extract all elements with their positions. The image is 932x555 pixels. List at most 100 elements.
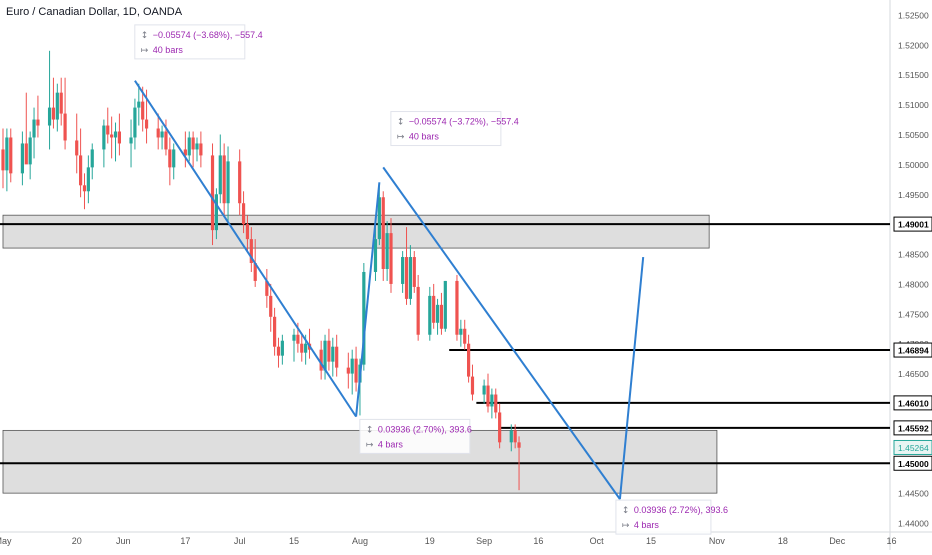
candle-body-50: [273, 316, 277, 347]
measure-label-2: ↕ 0.03936 (2.70%), 393.6 ↦ 4 bars: [359, 418, 472, 454]
candle-body-86: [467, 343, 471, 377]
price-tick-label-0: 1.52500: [898, 10, 929, 20]
candle-body-88: [482, 385, 486, 395]
candle-body-48: [265, 280, 269, 296]
candle-body-72: [389, 233, 393, 284]
candle-body-34: [187, 137, 191, 156]
measure-vertical-icon-3: ↕: [622, 506, 630, 516]
price-tick-label-4: 1.50500: [898, 130, 929, 140]
price-tag-box-16: [893, 439, 932, 455]
candle-body-73: [401, 257, 405, 284]
candle-body-87: [470, 376, 475, 395]
candle-body-23: [129, 137, 133, 144]
candle-body-22: [117, 131, 121, 144]
measure-horizontal-icon-3: ↦: [622, 521, 630, 531]
price-tick-label-2: 1.51500: [898, 70, 929, 80]
trend-line-2: [382, 166, 621, 500]
price-tick-label-6: 1.49500: [898, 190, 929, 200]
candle-body-20: [110, 134, 114, 138]
candle-body-65: [354, 358, 358, 383]
price-tick-label-1: 1.52000: [898, 40, 929, 50]
candle-body-55: [300, 343, 304, 353]
price-tick-label-3: 1.51000: [898, 100, 929, 110]
price-tick-label-15: 1.45592: [898, 423, 929, 433]
candle-body-59: [323, 340, 327, 371]
time-tick-label-12: Nov: [709, 536, 726, 546]
measure-horizontal-icon-1: ↦: [397, 133, 405, 143]
measure-vertical-icon-2: ↕: [366, 425, 374, 435]
price-tick-label-10: 1.47500: [898, 309, 929, 319]
candle-body-54: [296, 334, 300, 344]
time-tick-label-15: 16: [887, 536, 897, 546]
time-tick-label-13: 18: [778, 536, 788, 546]
candle-body-82: [443, 280, 447, 329]
candle-body-5: [28, 137, 32, 165]
measure-change-text-2: 0.03936 (2.70%), 393.6: [378, 424, 472, 434]
candle-body-91: [494, 394, 498, 413]
candle-body-76: [412, 257, 416, 287]
candle-body-30: [164, 131, 168, 150]
candle-body-95: [517, 442, 521, 448]
candle-body-39: [214, 194, 218, 231]
candle-body-92: [498, 412, 502, 443]
candle-body-17: [90, 149, 94, 168]
measure-label-3: ↕ 0.03936 (2.72%), 393.6 ↦ 4 bars: [615, 499, 728, 535]
price-tick-label-5: 1.50000: [898, 160, 929, 170]
measure-change-text-0: −0.05574 (−3.68%), −557.4: [153, 30, 263, 40]
candle-body-53: [292, 334, 296, 341]
candle-body-64: [350, 358, 354, 374]
chart-title: Euro / Canadian Dollar, 1D, OANDA: [6, 6, 183, 18]
candle-body-70: [381, 197, 385, 269]
candle-body-3: [20, 143, 24, 174]
price-tick-label-18: 1.44500: [898, 489, 929, 499]
price-tag-box-7: [893, 216, 932, 232]
measure-box-3: [615, 499, 712, 535]
candle-body-31: [168, 149, 172, 168]
candle-body-19: [106, 125, 110, 135]
candle-body-27: [144, 119, 149, 129]
candle-body-38: [210, 155, 215, 231]
candle-body-28: [156, 128, 160, 138]
candle-body-84: [459, 328, 463, 335]
candle-body-8: [47, 107, 52, 126]
time-tick-label-8: Sep: [476, 536, 492, 546]
candle-body-29: [160, 131, 164, 138]
time-tick-label-3: 17: [180, 536, 190, 546]
measure-horizontal-icon-2: ↦: [366, 440, 374, 450]
measure-bars-text-1: 40 bars: [409, 132, 440, 142]
candle-body-52: [280, 340, 284, 356]
price-tick-label-13: 1.46500: [898, 369, 929, 379]
candle-body-1: [5, 137, 9, 171]
measure-box-1: [390, 111, 502, 147]
price-tick-label-14: 1.46010: [898, 398, 929, 408]
candle-body-78: [428, 295, 432, 335]
candle-body-14: [79, 155, 83, 186]
candle-body-26: [141, 101, 145, 120]
price-tick-label-7: 1.49001: [898, 220, 929, 230]
candle-body-18: [102, 125, 106, 150]
candle-body-56: [304, 343, 308, 353]
candle-body-94: [513, 430, 517, 443]
candle-body-60: [327, 340, 331, 362]
candle-body-49: [269, 295, 273, 317]
price-tag-box-14: [893, 395, 932, 411]
candle-body-89: [486, 385, 490, 407]
candle-body-9: [51, 107, 56, 120]
measure-label-1: ↕ −0.05574 (−3.72%), −557.4 ↦ 40 bars: [390, 111, 519, 147]
zone-rect-0: [2, 214, 710, 249]
candle-body-74: [404, 257, 409, 299]
candle-body-10: [55, 92, 59, 120]
measure-bars-text-3: 4 bars: [634, 520, 660, 530]
measure-bars-text-0: 40 bars: [153, 45, 184, 55]
price-tick-label-8: 1.48500: [898, 250, 929, 260]
candle-body-62: [335, 346, 339, 368]
measure-bars-text-2: 4 bars: [378, 439, 404, 449]
candle-body-42: [226, 161, 230, 204]
candle-body-58: [319, 349, 323, 371]
time-tick-label-1: 20: [72, 536, 82, 546]
candle-body-21: [113, 131, 118, 138]
candle-body-51: [276, 346, 281, 356]
time-tick-label-9: 16: [533, 536, 543, 546]
